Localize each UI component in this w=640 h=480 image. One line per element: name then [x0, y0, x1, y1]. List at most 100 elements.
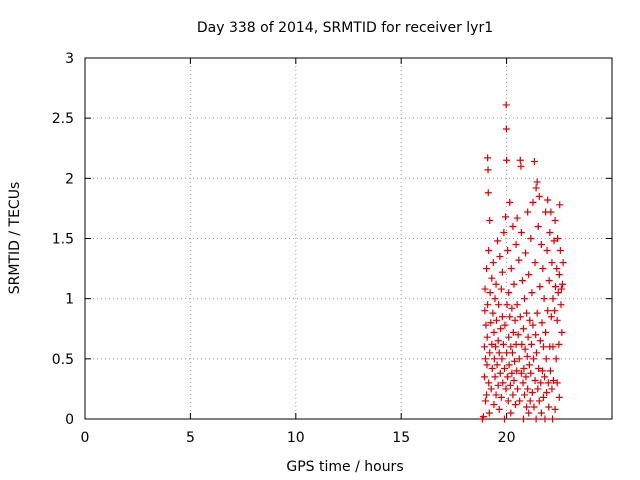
data-point	[517, 369, 525, 377]
data-point	[488, 364, 496, 372]
data-point	[500, 415, 508, 423]
data-point	[505, 289, 513, 297]
data-point	[521, 295, 529, 303]
data-point	[488, 340, 496, 348]
data-point	[552, 355, 560, 363]
x-tick-label: 10	[287, 430, 305, 446]
data-point	[549, 343, 557, 351]
data-point	[557, 285, 565, 293]
data-point	[520, 364, 528, 372]
data-point	[517, 228, 525, 236]
data-point	[541, 415, 549, 423]
data-point	[490, 328, 498, 336]
data-point	[524, 333, 532, 341]
data-point	[521, 345, 529, 353]
data-point	[526, 397, 534, 405]
data-point	[550, 237, 558, 245]
data-point	[547, 313, 555, 321]
data-point	[514, 331, 522, 339]
data-point	[485, 247, 493, 255]
data-point	[505, 333, 513, 341]
data-point	[557, 301, 565, 309]
y-tick-label: 0	[65, 412, 74, 428]
data-point	[530, 355, 538, 363]
data-point	[527, 369, 535, 377]
data-point	[528, 389, 536, 397]
data-point	[548, 385, 556, 393]
data-point	[531, 259, 539, 267]
data-point	[530, 403, 538, 411]
data-point	[530, 157, 538, 165]
data-point	[536, 337, 544, 345]
data-point	[497, 325, 505, 333]
y-tick-label: 1	[65, 292, 74, 308]
data-point	[532, 415, 540, 423]
data-point	[532, 331, 540, 339]
data-point	[484, 189, 492, 197]
data-point	[498, 355, 506, 363]
data-point	[521, 391, 529, 399]
data-point	[506, 381, 514, 389]
data-point	[534, 385, 542, 393]
data-point	[538, 319, 546, 327]
data-point	[511, 401, 519, 409]
data-point	[515, 355, 523, 363]
x-tick-label: 5	[186, 430, 195, 446]
data-point	[480, 343, 488, 351]
data-point	[519, 325, 527, 333]
data-point	[559, 259, 567, 267]
data-point	[491, 373, 499, 381]
x-tick-label: 0	[81, 430, 90, 446]
data-point	[490, 401, 498, 409]
data-point	[482, 397, 490, 405]
data-point	[529, 198, 537, 206]
data-point	[544, 307, 552, 315]
data-point	[528, 289, 536, 297]
data-point	[511, 316, 519, 324]
data-point	[507, 343, 515, 351]
data-point	[535, 397, 543, 405]
data-point	[525, 409, 533, 417]
data-point	[551, 307, 559, 315]
y-tick-label: 2.5	[52, 111, 74, 127]
data-point	[502, 385, 510, 393]
data-point	[486, 289, 494, 297]
data-point	[526, 316, 534, 324]
data-point	[517, 162, 525, 170]
y-tick-label: 2	[65, 171, 74, 187]
data-point	[533, 309, 541, 317]
data-point	[552, 283, 560, 291]
data-point	[504, 373, 512, 381]
data-point	[549, 415, 557, 423]
data-point	[545, 403, 553, 411]
data-point	[518, 277, 526, 285]
data-point	[538, 367, 546, 375]
data-point	[496, 253, 504, 261]
data-point	[506, 313, 514, 321]
data-point	[551, 216, 559, 224]
data-point	[503, 349, 511, 357]
data-point	[481, 307, 489, 315]
data-point	[489, 309, 497, 317]
y-tick-label: 0.5	[52, 352, 74, 368]
data-point	[540, 295, 548, 303]
data-point	[516, 313, 524, 321]
data-point	[518, 340, 526, 348]
x-tick-label: 20	[498, 430, 516, 446]
data-point	[541, 373, 549, 381]
data-point	[535, 192, 543, 200]
data-point	[487, 319, 495, 327]
data-point	[545, 277, 553, 285]
data-point	[529, 321, 537, 329]
data-point	[481, 285, 489, 293]
data-point	[542, 355, 550, 363]
data-point	[523, 352, 531, 360]
data-point	[522, 373, 530, 381]
data-point	[516, 397, 524, 405]
data-point	[495, 301, 503, 309]
data-point	[492, 343, 500, 351]
data-point	[484, 166, 492, 174]
data-points	[478, 101, 567, 423]
grid	[85, 58, 612, 419]
